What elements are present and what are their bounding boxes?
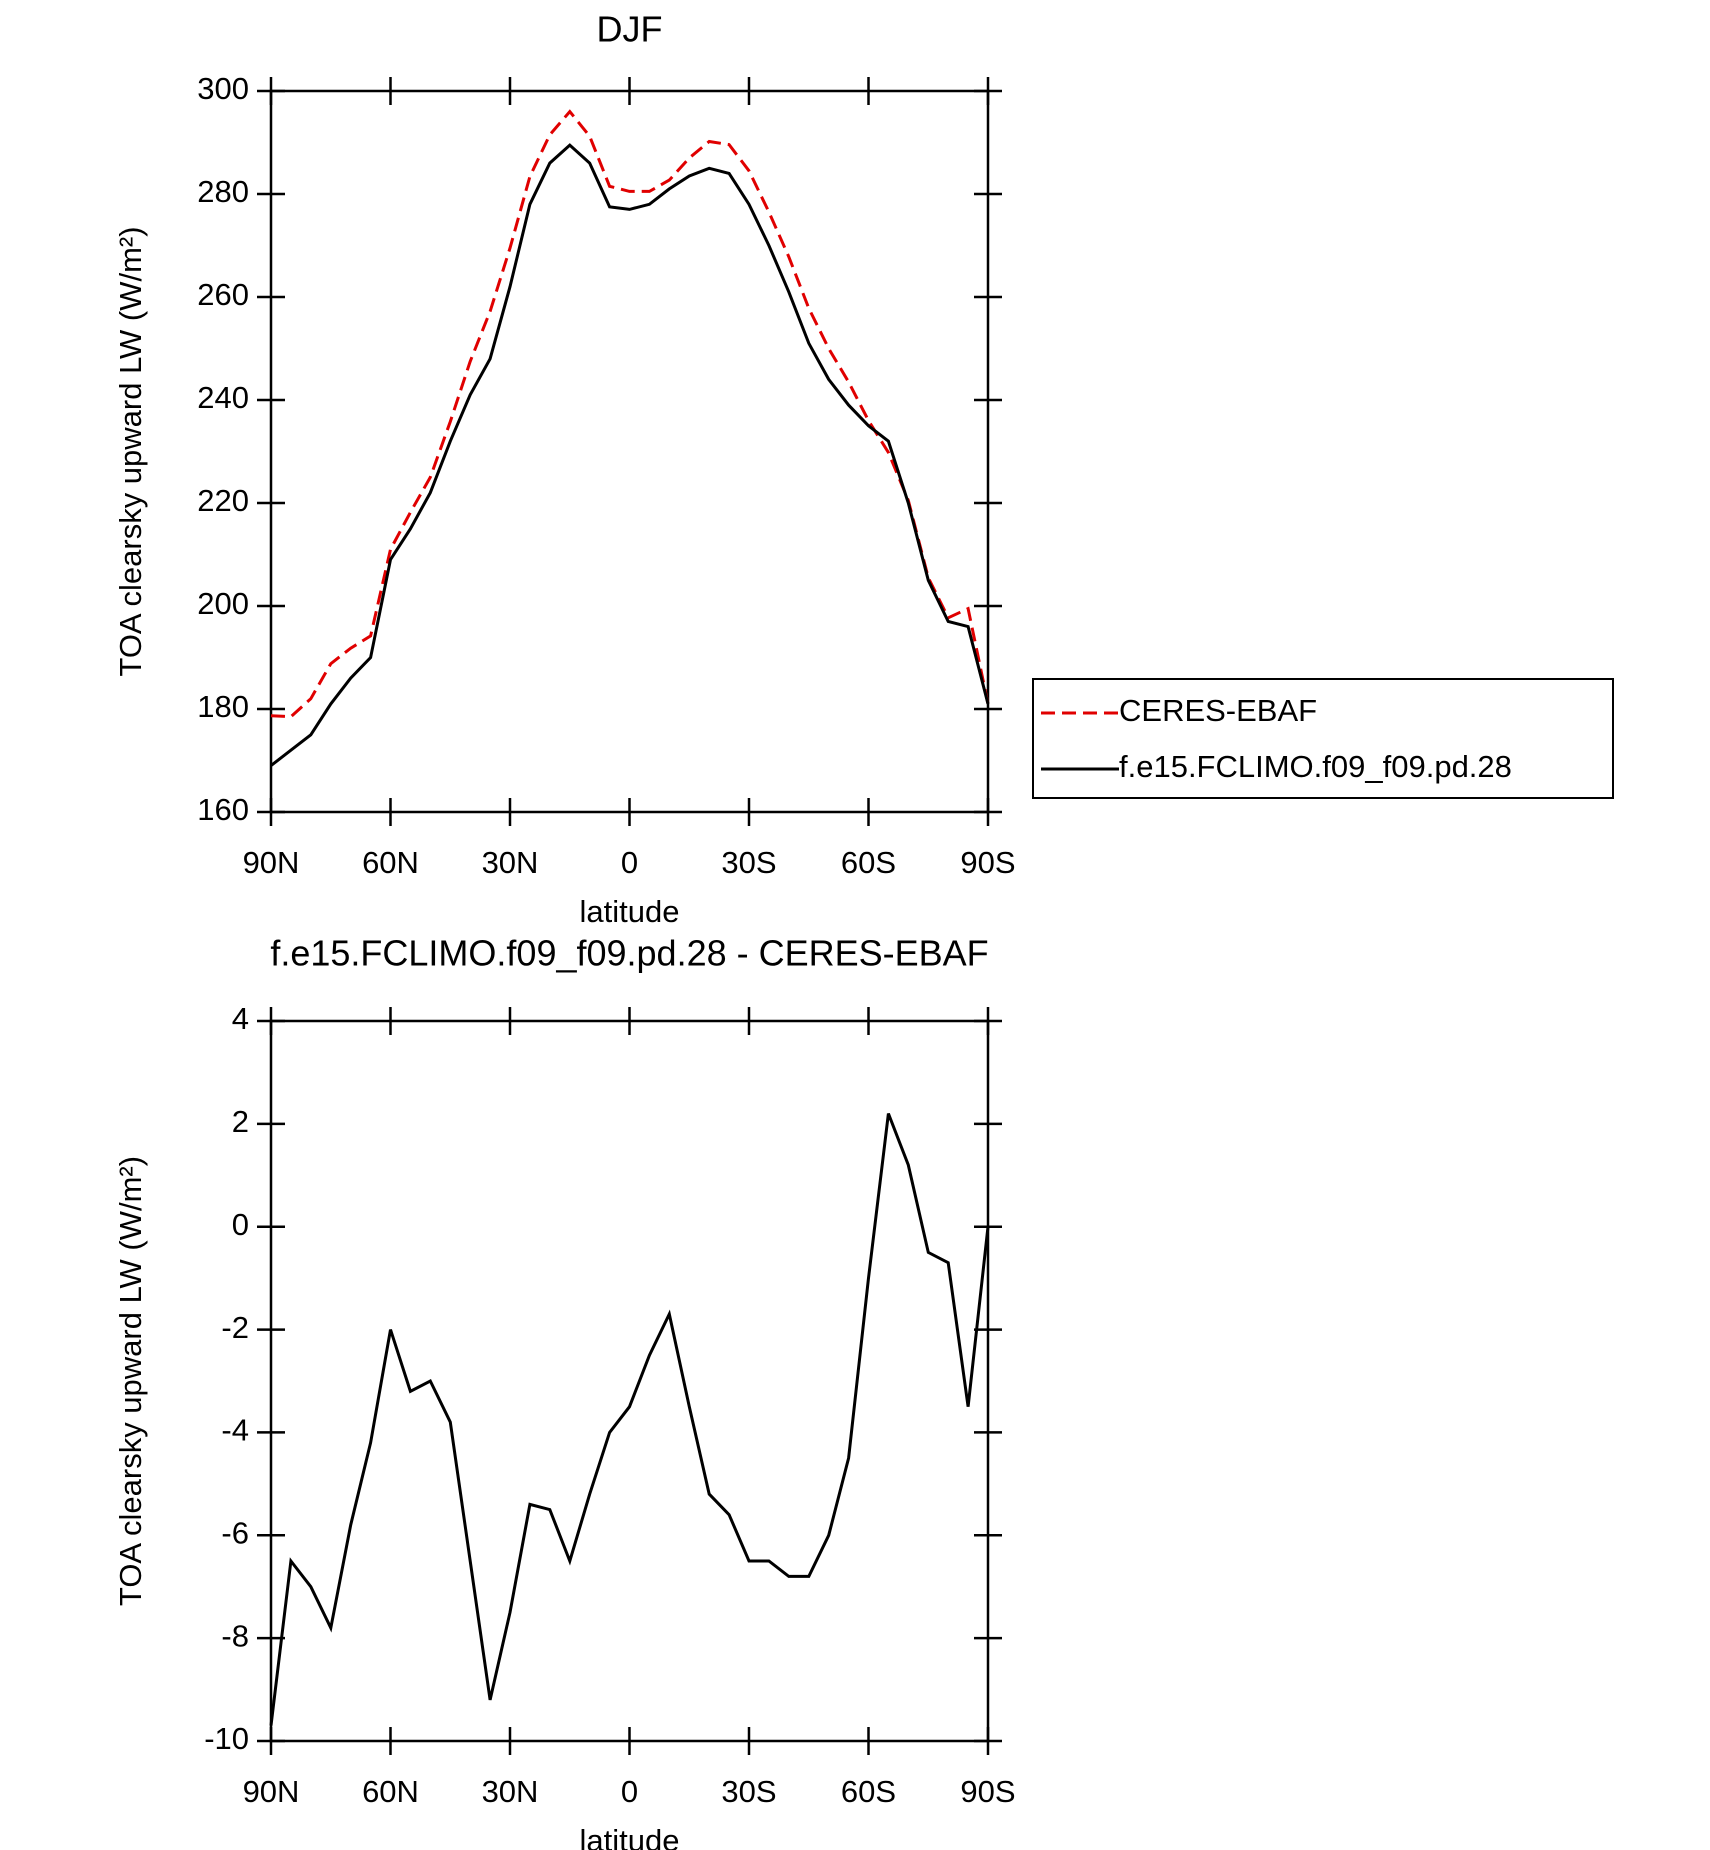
chart-title: f.e15.FCLIMO.f09_f09.pd.28 - CERES-EBAF (270, 933, 988, 974)
legend-label: f.e15.FCLIMO.f09_f09.pd.28 (1119, 749, 1512, 784)
x-tick-label: 90S (960, 1774, 1015, 1809)
legend-label: CERES-EBAF (1119, 693, 1317, 728)
plot-frame (269, 89, 990, 814)
x-tick-label: 90N (243, 845, 300, 880)
x-tick-label: 30N (482, 1774, 539, 1809)
y-tick-label: 220 (197, 483, 249, 518)
y-tick-label: 200 (197, 586, 249, 621)
x-tick-label: 60N (362, 845, 419, 880)
x-tick-label: 30N (482, 845, 539, 880)
data-line (269, 1113, 990, 1726)
y-tick-label: -10 (204, 1721, 249, 1756)
y-tick-label: 260 (197, 277, 249, 312)
x-tick-label: 60S (841, 845, 896, 880)
data-line (270, 109, 990, 719)
x-tick-label: 0 (621, 1774, 638, 1809)
x-tick-label: 0 (621, 845, 638, 880)
chart-title: DJF (597, 9, 663, 50)
y-tick-label: 0 (232, 1207, 249, 1242)
y-tick-label: 4 (232, 1001, 249, 1036)
y-tick-label: 180 (197, 689, 249, 724)
y-tick-label: -6 (221, 1515, 249, 1550)
x-tick-label: 90S (960, 845, 1015, 880)
x-tick-label: 90N (243, 1774, 300, 1809)
x-tick-label: 60S (841, 1774, 896, 1809)
y-tick-label: 160 (197, 792, 249, 827)
y-tick-label: -4 (221, 1413, 249, 1448)
y-tick-label: 2 (232, 1104, 249, 1139)
x-tick-label: 60N (362, 1774, 419, 1809)
y-axis-label: TOA clearsky upward LW (W/m²) (113, 1156, 148, 1606)
x-axis-label: latitude (580, 894, 680, 929)
x-tick-label: 30S (721, 845, 776, 880)
y-tick-label: 240 (197, 380, 249, 415)
x-tick-label: 30S (721, 1774, 776, 1809)
y-tick-label: -2 (221, 1310, 249, 1345)
y-tick-label: -8 (221, 1618, 249, 1653)
x-axis-label: latitude (580, 1823, 680, 1850)
y-axis-label: TOA clearsky upward LW (W/m²) (113, 226, 148, 676)
legend-box (1032, 678, 1614, 799)
plot-frame (269, 1019, 990, 1743)
data-line (270, 143, 990, 767)
y-tick-label: 280 (197, 174, 249, 209)
y-tick-label: 300 (197, 71, 249, 106)
